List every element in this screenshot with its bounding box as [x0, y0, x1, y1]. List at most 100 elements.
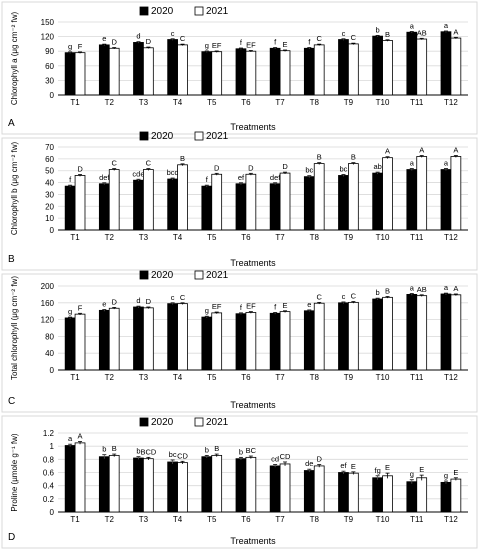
significance-letter: ef — [340, 461, 347, 470]
panel-border — [1, 1, 478, 135]
y-tick-label: 80 — [45, 332, 54, 341]
significance-letter: ef — [238, 173, 245, 182]
legend-label: 2020 — [151, 417, 174, 428]
significance-letter: g — [68, 42, 72, 51]
bar-2021-T8 — [313, 163, 325, 231]
bar-2020-T1 — [64, 445, 76, 513]
legend-swatch-2021 — [194, 6, 204, 16]
x-axis-title: Treatments — [230, 536, 276, 546]
significance-letter: A — [385, 147, 390, 156]
significance-letter: D — [77, 165, 83, 174]
significance-letter: c — [171, 293, 175, 302]
significance-letter: a — [444, 283, 449, 292]
x-tick-label: T8 — [310, 515, 320, 524]
y-tick-label: 90 — [45, 47, 54, 56]
significance-letter: AB — [417, 285, 427, 294]
y-tick-label: 120 — [41, 33, 55, 42]
significance-letter: B — [385, 30, 390, 39]
significance-letter: c — [342, 292, 346, 301]
y-axis-label: Chlorophyll a (μg cm⁻² fw) — [10, 12, 19, 106]
significance-letter: cde — [132, 169, 144, 178]
x-axis-title: Treatments — [230, 122, 276, 132]
x-axis-title: Treatments — [230, 258, 276, 268]
y-tick-label: 0 — [50, 91, 55, 100]
significance-letter: D — [146, 37, 152, 46]
significance-letter: E — [453, 468, 458, 477]
bar-2020-T1 — [64, 185, 76, 231]
bar-2020-T6 — [235, 48, 247, 96]
y-tick-label: 0 — [50, 226, 55, 235]
bar-2020-T2 — [98, 183, 110, 231]
panel-border — [1, 137, 478, 271]
significance-letter: C — [316, 34, 322, 43]
bar-2020-T12 — [440, 31, 452, 96]
significance-letter: C — [111, 159, 117, 168]
significance-letter: BC — [246, 446, 257, 455]
bar-2021-T8 — [313, 302, 325, 371]
bar-2021-T12 — [450, 478, 462, 513]
significance-letter: E — [385, 463, 390, 472]
panel-label: D — [8, 532, 15, 543]
bar-2021-T6 — [245, 456, 257, 513]
legend-swatch-2021 — [194, 131, 204, 141]
significance-letter: EF — [246, 302, 256, 311]
y-tick-label: 0 — [50, 508, 55, 517]
significance-letter: f — [274, 302, 277, 311]
bar-2020-T11 — [406, 481, 418, 513]
significance-letter: e — [102, 300, 106, 309]
significance-letter: g — [205, 41, 209, 50]
legend-swatch-2021 — [194, 417, 204, 427]
significance-letter: C — [316, 292, 322, 301]
x-tick-label: T11 — [410, 373, 424, 382]
x-tick-label: T8 — [310, 98, 320, 107]
bar-2021-T2 — [108, 169, 120, 231]
bar-2021-T8 — [313, 465, 325, 513]
x-tick-label: T7 — [275, 98, 285, 107]
bar-2020-T7 — [269, 183, 281, 231]
significance-letter: CD — [280, 452, 291, 461]
y-tick-label: 60 — [45, 155, 54, 164]
bar-2021-T12 — [450, 156, 462, 231]
significance-letter: b — [376, 25, 380, 34]
significance-letter: f — [69, 175, 72, 184]
significance-letter: b — [239, 447, 243, 456]
significance-letter: B — [214, 444, 219, 453]
significance-letter: e — [102, 34, 106, 43]
bar-2021-T9 — [348, 163, 359, 231]
y-tick-label: 40 — [45, 179, 54, 188]
bar-2021-T9 — [348, 43, 359, 96]
x-tick-label: T2 — [105, 373, 115, 382]
legend-label: 2021 — [206, 131, 229, 142]
bar-2021-T3 — [143, 307, 154, 371]
bar-2021-T1 — [74, 442, 86, 513]
significance-letter: B — [317, 153, 322, 162]
bar-2021-T5 — [211, 51, 223, 96]
legend-label: 2020 — [151, 270, 174, 281]
significance-letter: b — [136, 447, 140, 456]
bar-2021-T10 — [382, 296, 393, 371]
x-tick-label: T1 — [70, 233, 80, 242]
bar-2021-T7 — [279, 463, 291, 513]
bar-2021-T7 — [279, 50, 291, 96]
x-tick-label: T6 — [241, 515, 251, 524]
y-tick-label: 70 — [45, 143, 54, 152]
bar-2020-T1 — [64, 52, 76, 96]
chart-panel-d: 0 0.2 0.4 0.6 0.8 1 1.2 Proline (µmole g⁻¹ fw) D… — [1, 415, 478, 549]
significance-letter: D — [111, 38, 117, 47]
bar-2020-T12 — [440, 481, 452, 513]
significance-letter: bcd — [167, 168, 179, 177]
x-tick-label: T8 — [310, 373, 320, 382]
x-axis-title: Treatments — [230, 400, 276, 410]
bar-2020-T9 — [338, 302, 349, 371]
x-tick-label: T11 — [410, 98, 424, 107]
y-tick-label: 1 — [50, 442, 55, 451]
x-tick-label: T5 — [207, 373, 217, 382]
legend-label: 2020 — [151, 131, 174, 142]
significance-letter: C — [351, 33, 357, 42]
x-tick-label: T10 — [376, 515, 390, 524]
significance-letter: ab — [373, 162, 381, 171]
x-tick-label: T4 — [173, 233, 183, 242]
significance-letter: D — [316, 455, 322, 464]
legend-label: 2020 — [151, 6, 174, 17]
